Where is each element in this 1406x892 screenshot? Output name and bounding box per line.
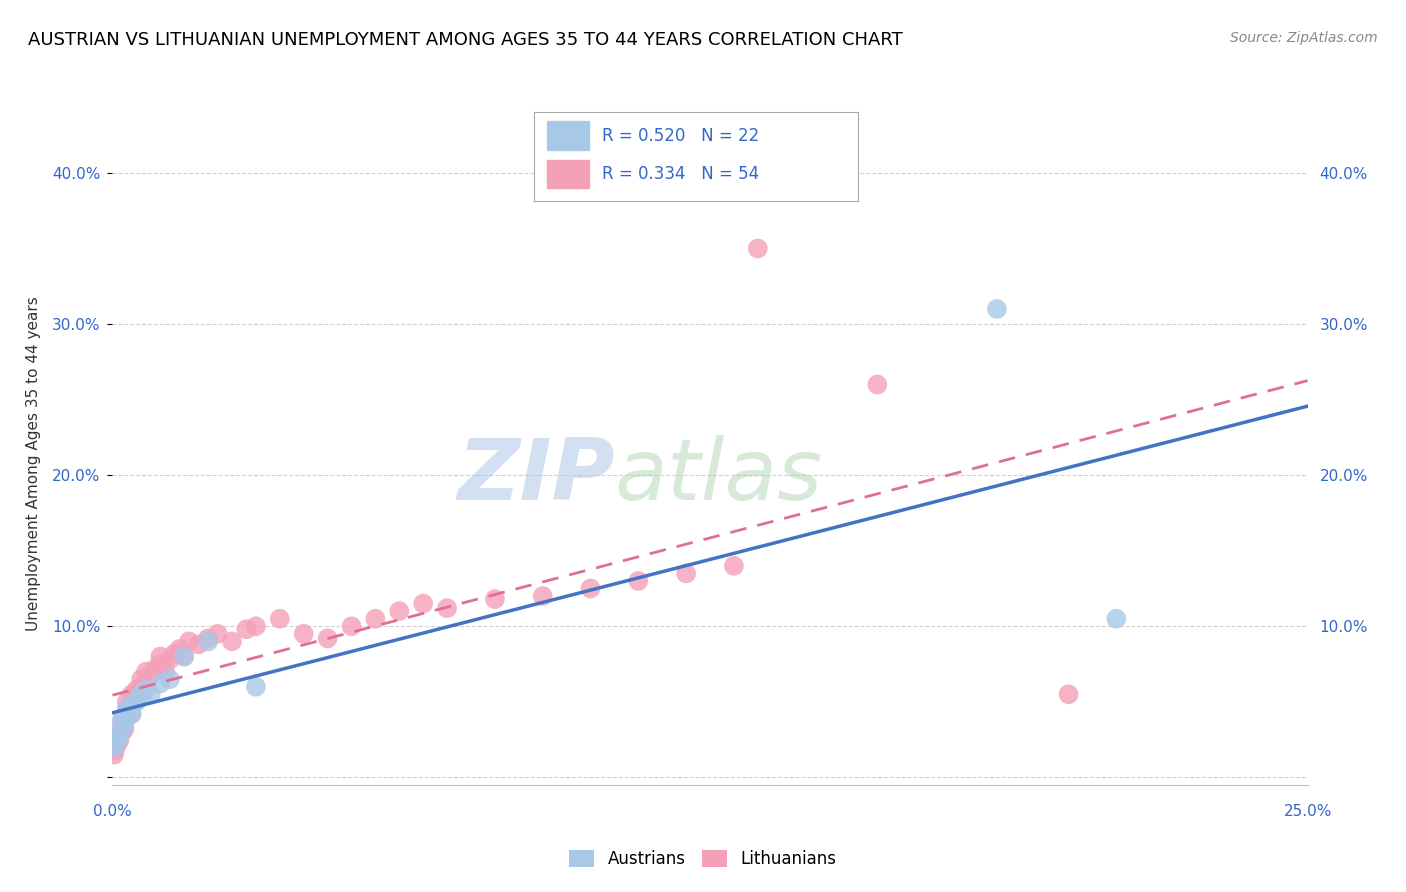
Point: [115, 695, 138, 709]
Legend: Austrians, Lithuanians: Austrians, Lithuanians: [562, 843, 844, 875]
Point: [153, 665, 176, 679]
Point: [105, 725, 128, 739]
Point: [105, 737, 128, 751]
Point: [111, 713, 134, 727]
Bar: [547, 121, 589, 150]
Point: [115, 702, 138, 716]
Point: [245, 680, 267, 694]
Point: [173, 649, 195, 664]
Text: atlas: atlas: [614, 435, 823, 518]
Point: [149, 649, 172, 664]
Text: R = 0.334   N = 54: R = 0.334 N = 54: [602, 165, 759, 183]
Point: [111, 722, 134, 736]
Point: [159, 652, 181, 666]
Point: [177, 634, 200, 648]
Point: [207, 627, 229, 641]
Point: [149, 657, 172, 671]
Point: [115, 710, 138, 724]
Bar: [547, 160, 589, 188]
Point: [111, 713, 134, 727]
Point: [105, 728, 128, 742]
Point: [292, 627, 315, 641]
Text: 0.0%: 0.0%: [93, 805, 132, 819]
Point: [269, 612, 291, 626]
Point: [115, 710, 138, 724]
Point: [1105, 612, 1128, 626]
Point: [245, 619, 267, 633]
Point: [121, 706, 143, 721]
Point: [108, 732, 131, 747]
Point: [235, 623, 257, 637]
Point: [104, 743, 127, 757]
Text: R = 0.520   N = 22: R = 0.520 N = 22: [602, 127, 759, 145]
Point: [163, 647, 186, 661]
Point: [121, 687, 143, 701]
Point: [364, 612, 387, 626]
Point: [129, 687, 152, 701]
Point: [197, 634, 219, 648]
Point: [105, 732, 128, 747]
Point: [1057, 687, 1080, 701]
Point: [135, 682, 157, 697]
Point: [531, 589, 554, 603]
Point: [135, 665, 157, 679]
Point: [104, 740, 127, 755]
Point: [436, 601, 458, 615]
Point: [103, 747, 125, 762]
Point: [866, 377, 889, 392]
Point: [747, 242, 769, 256]
Point: [187, 637, 209, 651]
Point: [125, 691, 148, 706]
Point: [115, 702, 138, 716]
Point: [340, 619, 363, 633]
Point: [121, 698, 143, 712]
Point: [114, 717, 135, 731]
Point: [388, 604, 411, 618]
Point: [723, 558, 745, 573]
Point: [129, 672, 152, 686]
Point: [579, 582, 602, 596]
Point: [316, 632, 339, 646]
Point: [139, 687, 162, 701]
Point: [125, 682, 148, 697]
Point: [129, 680, 152, 694]
Text: ZIP: ZIP: [457, 435, 614, 518]
Point: [121, 698, 143, 712]
Point: [111, 717, 134, 731]
Point: [221, 634, 243, 648]
Point: [145, 662, 167, 676]
Point: [627, 574, 650, 588]
Point: [412, 597, 434, 611]
Y-axis label: Unemployment Among Ages 35 to 44 years: Unemployment Among Ages 35 to 44 years: [27, 296, 41, 632]
Point: [149, 676, 172, 690]
Point: [139, 667, 162, 681]
Text: AUSTRIAN VS LITHUANIAN UNEMPLOYMENT AMONG AGES 35 TO 44 YEARS CORRELATION CHART: AUSTRIAN VS LITHUANIAN UNEMPLOYMENT AMON…: [28, 31, 903, 49]
Point: [169, 642, 191, 657]
Point: [484, 592, 506, 607]
Point: [197, 632, 219, 646]
Point: [111, 725, 134, 739]
Point: [135, 676, 157, 690]
Point: [159, 672, 181, 686]
Point: [125, 695, 148, 709]
Point: [114, 722, 135, 736]
Text: 25.0%: 25.0%: [1284, 805, 1331, 819]
Point: [108, 728, 131, 742]
Point: [121, 706, 143, 721]
Point: [675, 566, 697, 581]
Text: Source: ZipAtlas.com: Source: ZipAtlas.com: [1230, 31, 1378, 45]
Point: [986, 301, 1008, 316]
Point: [173, 649, 195, 664]
